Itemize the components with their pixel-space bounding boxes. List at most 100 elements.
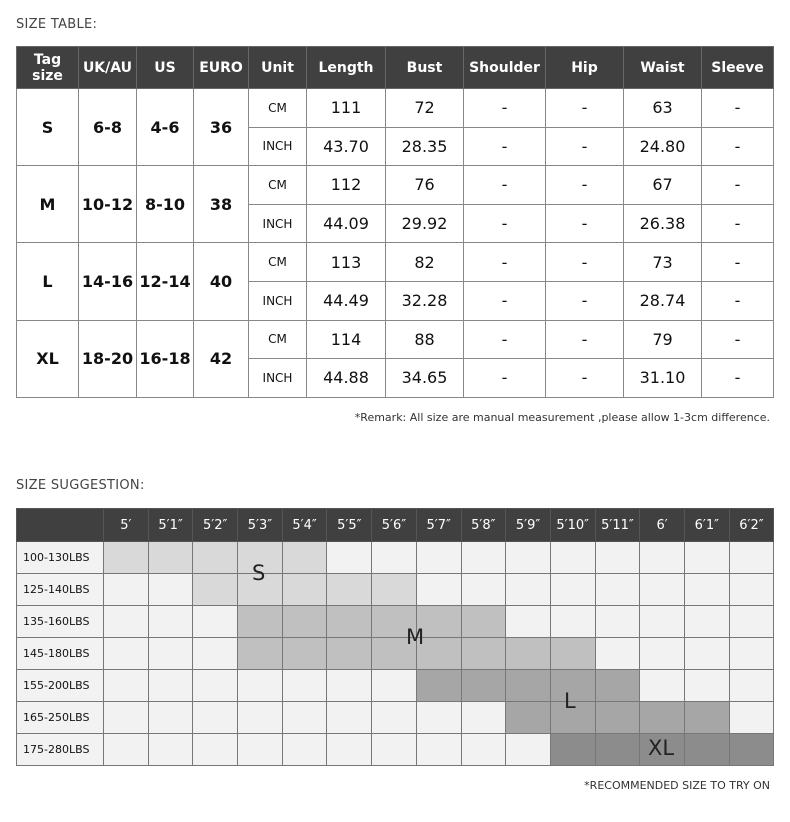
table-row: S 6-8 4-6 36 CM 111 72- -63- [16, 87, 774, 167]
size-table-remark: *Remark: All size are manual measurement… [354, 411, 770, 424]
table-row: INCH 44.09 29.92- -26.38- [17, 203, 774, 244]
grid-cell [103, 733, 149, 766]
grid-cell-l [594, 701, 641, 734]
grid-cell [728, 605, 775, 638]
cm-value: 63 [623, 88, 702, 128]
grid-cell-s [326, 573, 373, 606]
size-uk: 10-12 [78, 165, 137, 244]
table-row: 155-200LBS [16, 669, 775, 702]
table-row: INCH 44.88 34.65- -31.10- [17, 358, 774, 398]
grid-cell-m [460, 605, 507, 638]
grid-cell-l [505, 701, 551, 734]
height-header: 5′1″ [147, 508, 194, 542]
grid-cell-m [549, 637, 596, 670]
grid-cell-l [683, 701, 730, 734]
inch-value: - [545, 358, 624, 398]
inch-value: 26.38 [623, 203, 702, 244]
zone-label-m: M [406, 625, 425, 649]
grid-cell [237, 733, 283, 766]
grid-cell [103, 701, 149, 734]
inch-value: - [545, 203, 624, 244]
grid-cell [594, 605, 641, 638]
height-header: 5′2″ [192, 508, 239, 542]
inch-value: - [701, 280, 774, 321]
grid-cell-xl [728, 733, 775, 766]
grid-cell [326, 669, 373, 702]
grid-cell [147, 733, 194, 766]
inch-value: - [545, 126, 624, 167]
table-row: 100-130LBS [16, 541, 775, 574]
grid-cell-l [549, 701, 596, 734]
grid-cell [728, 701, 775, 734]
grid-cell [549, 573, 596, 606]
grid-cell [415, 733, 462, 766]
column-header: Hip [545, 46, 624, 89]
inch-value: 24.80 [623, 126, 702, 167]
grid-cell [147, 573, 194, 606]
grid-cell [371, 669, 417, 702]
size-table-title: SIZE TABLE: [16, 17, 98, 32]
table-row: M 10-12 8-10 38 CM 112 76- -67- [16, 165, 774, 244]
grid-cell [549, 605, 596, 638]
grid-cell-xl [683, 733, 730, 766]
weight-label: 145-180LBS [16, 637, 104, 670]
grid-cell [505, 605, 551, 638]
grid-cell [639, 573, 685, 606]
cm-value: - [463, 319, 546, 360]
cm-value: - [463, 165, 546, 205]
grid-cell [639, 637, 685, 670]
grid-cell-s [103, 541, 149, 574]
grid-cell [460, 701, 507, 734]
grid-cell [371, 541, 417, 574]
weight-label: 165-250LBS [16, 701, 104, 734]
inch-value: 32.28 [385, 280, 464, 321]
grid-cell [147, 701, 194, 734]
grid-cell [639, 605, 685, 638]
height-header: 5′7″ [415, 508, 462, 542]
size-tag: M [16, 165, 79, 244]
grid-cell [192, 605, 239, 638]
zone-label-xl: XL [648, 736, 675, 760]
grid-cell-m [371, 605, 417, 638]
recommend-note: *RECOMMENDED SIZE TO TRY ON [584, 779, 770, 792]
grid-cell [683, 605, 730, 638]
table-row: 145-180LBS [16, 637, 775, 670]
grid-cell [103, 669, 149, 702]
cm-value: - [701, 88, 774, 128]
cm-value: 88 [385, 319, 464, 360]
cm-value: 114 [306, 319, 386, 360]
grid-cell-s [281, 573, 328, 606]
grid-cell [192, 669, 239, 702]
unit-inch: INCH [248, 126, 307, 167]
size-tag: S [16, 87, 79, 167]
grid-cell-l [639, 701, 685, 734]
grid-cell-m [415, 637, 462, 670]
grid-cell-m [371, 637, 417, 670]
grid-cell-l [505, 669, 551, 702]
grid-cell [728, 573, 775, 606]
unit-cm: CM [248, 319, 307, 360]
height-header: 5′3″ [237, 508, 283, 542]
size-euro: 42 [193, 319, 249, 398]
grid-cell [192, 637, 239, 670]
table-row: 135-160LBS [16, 605, 775, 638]
grid-cell-s [192, 541, 239, 574]
inch-value: 34.65 [385, 358, 464, 398]
grid-cell [281, 701, 328, 734]
inch-value: 43.70 [306, 126, 386, 167]
grid-cell [326, 701, 373, 734]
grid-cell [281, 669, 328, 702]
height-header: 5′10″ [549, 508, 596, 542]
unit-cm: CM [248, 88, 307, 128]
column-header: US [136, 46, 194, 89]
grid-cell [460, 733, 507, 766]
grid-cell [728, 637, 775, 670]
size-euro: 40 [193, 242, 249, 321]
inch-value: 44.49 [306, 280, 386, 321]
size-uk: 18-20 [78, 319, 137, 398]
zone-label-s: S [252, 561, 266, 585]
height-header: 6′ [639, 508, 685, 542]
grid-cell [237, 669, 283, 702]
grid-cell-l [594, 669, 641, 702]
grid-cell [415, 701, 462, 734]
